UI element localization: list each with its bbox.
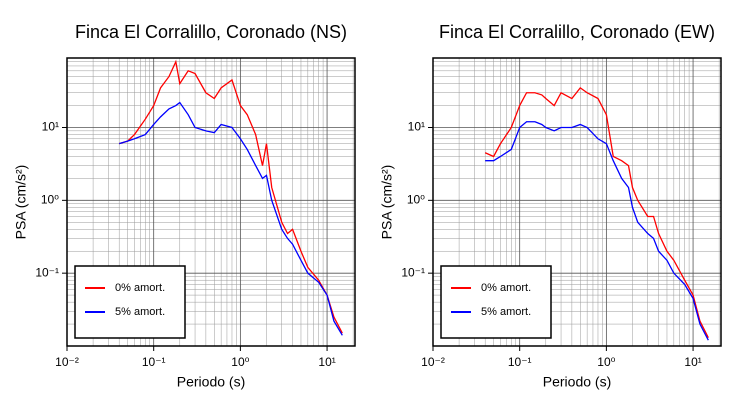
chart-title: Finca El Corralillo, Coronado (NS)	[75, 22, 347, 42]
legend-label: 0% amort.	[481, 282, 531, 294]
y-tick-label: 10¹	[42, 120, 59, 134]
y-axis-label: PSA (cm/s²)	[379, 165, 395, 240]
y-tick-label: 10¹	[408, 120, 425, 134]
x-tick-label: 10⁻²	[421, 355, 445, 369]
legend-box	[440, 265, 552, 339]
x-axis-label: Periodo (s)	[543, 374, 611, 390]
plot-frame	[432, 57, 722, 347]
x-tick-label: 10⁻¹	[508, 355, 532, 369]
panel: Finca El Corralillo, Coronado (EW) 10⁻² 10…	[379, 22, 722, 390]
legend-label: 0% amort.	[115, 282, 165, 294]
x-tick-label: 10⁻¹	[142, 355, 166, 369]
data-line	[484, 86, 709, 338]
data-line	[119, 101, 343, 336]
data-line	[119, 59, 343, 334]
chart-title: Finca El Corralillo, Coronado (EW)	[439, 22, 715, 42]
y-tick-label: 10⁻¹	[401, 265, 425, 279]
y-tick-label: 10⁻¹	[35, 265, 59, 279]
y-tick-label: 10⁰	[41, 193, 59, 207]
x-tick-label: 10¹	[684, 355, 701, 369]
x-tick-label: 10¹	[318, 355, 335, 369]
data-line	[485, 121, 709, 341]
legend-box	[74, 265, 186, 339]
x-tick-label: 10⁻²	[55, 355, 79, 369]
y-axis-label: PSA (cm/s²)	[13, 165, 29, 240]
panel: Finca El Corralillo, Coronado (NS) 10⁻² 10…	[13, 22, 356, 390]
x-tick-label: 10⁰	[231, 355, 249, 369]
y-tick-label: 10⁰	[407, 193, 425, 207]
x-tick-label: 10⁰	[597, 355, 615, 369]
plot-frame	[66, 57, 356, 347]
x-axis-label: Periodo (s)	[177, 374, 245, 390]
legend-label: 5% amort.	[481, 306, 531, 318]
legend-label: 5% amort.	[115, 306, 165, 318]
